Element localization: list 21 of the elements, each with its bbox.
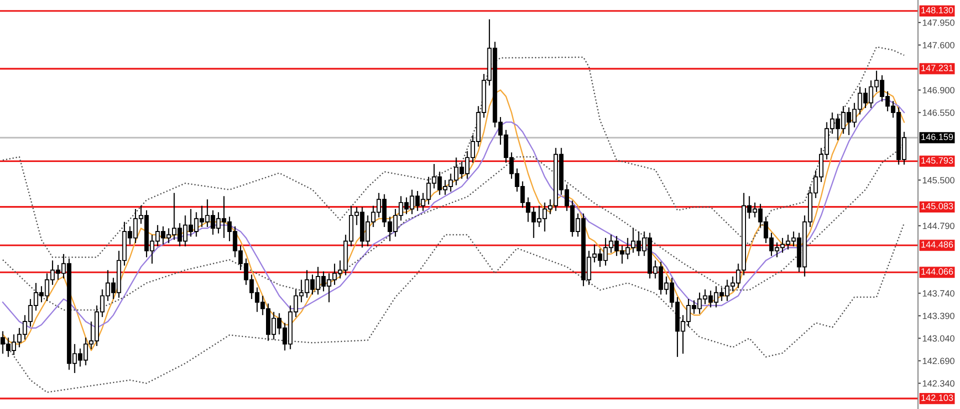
y-tick-label: 143.390 [922, 312, 954, 320]
y-tick-label: 143.040 [922, 335, 954, 342]
line-series [2, 222, 905, 393]
ref-line-label: 146.159 [921, 134, 953, 140]
y-tick-label: 146.550 [922, 110, 954, 116]
ref-line-label: 144.486 [921, 241, 953, 248]
y-tick-label: 147.950 [922, 19, 954, 26]
ref-line-label: 145.083 [921, 202, 953, 210]
y-tick-label: 146.900 [922, 87, 954, 94]
ref-line-label: 148.130 [921, 6, 954, 14]
ref-line-label: 144.066 [921, 268, 953, 275]
y-tick-label: 142.690 [922, 358, 954, 364]
y-tick-label: 143.740 [922, 290, 954, 297]
line-series [2, 46, 905, 258]
y-tick-label: 144.790 [922, 222, 954, 230]
y-tick-label: 142.340 [922, 380, 954, 387]
ref-line-label: 147.231 [921, 64, 953, 72]
y-tick-label: 145.500 [922, 177, 954, 184]
ref-line-label: 142.103 [921, 394, 953, 401]
y-tick-label: 147.600 [922, 42, 954, 48]
ref-line-label: 145.793 [921, 157, 953, 164]
